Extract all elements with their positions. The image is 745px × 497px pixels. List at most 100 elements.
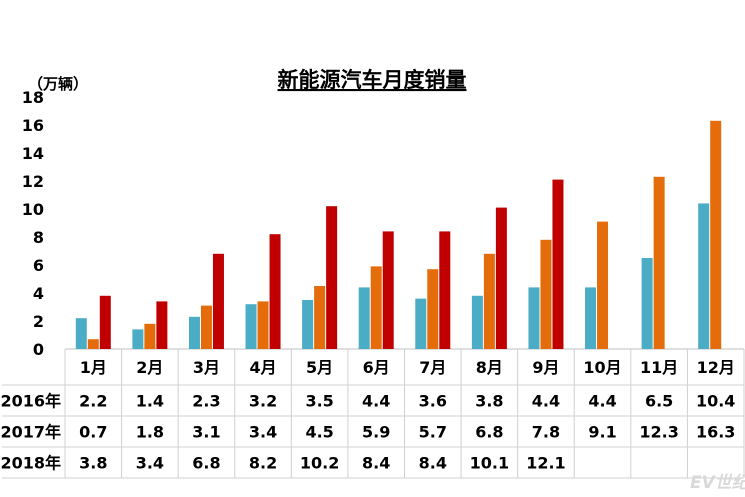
table-cell: 3.6 xyxy=(419,392,447,411)
table-cell: 3.8 xyxy=(79,454,107,473)
data-table-grid xyxy=(2,349,745,479)
table-cell: 1.8 xyxy=(136,423,164,442)
bar xyxy=(358,287,370,349)
table-cell: 9.1 xyxy=(588,423,616,442)
table-cell: 3.5 xyxy=(305,392,333,411)
bar xyxy=(75,318,87,349)
table-cell: 4.5 xyxy=(305,423,333,442)
x-category-label: 9月 xyxy=(532,358,559,377)
bar xyxy=(653,176,665,349)
table-cell: 4.4 xyxy=(588,392,616,411)
bar xyxy=(99,295,111,349)
table-cell: 6.5 xyxy=(645,392,673,411)
y-tick-label: 2 xyxy=(33,312,44,331)
y-tick-label: 18 xyxy=(22,88,44,107)
x-category-label: 6月 xyxy=(363,358,390,377)
table-cell: 12.1 xyxy=(526,454,565,473)
table-cell: 8.4 xyxy=(419,454,447,473)
y-tick-label: 4 xyxy=(33,284,44,303)
category-labels: 1月 2月 3月 4月 5月 6月 7月 8月 9月 10月 11月 12月 xyxy=(80,358,735,377)
bar xyxy=(188,316,200,349)
table-cell: 3.2 xyxy=(249,392,277,411)
bar xyxy=(552,179,564,349)
bar xyxy=(302,300,314,349)
y-tick-label: 12 xyxy=(22,172,44,191)
table-cell: 5.9 xyxy=(362,423,390,442)
table-cell: 8.2 xyxy=(249,454,277,473)
bar xyxy=(495,207,507,349)
x-category-label: 11月 xyxy=(640,358,678,377)
table-row-label: 2018年 xyxy=(0,454,61,473)
bar xyxy=(540,239,552,349)
bar xyxy=(269,234,281,349)
bar xyxy=(132,329,144,349)
y-tick-label: 16 xyxy=(22,116,44,135)
x-category-label: 1月 xyxy=(80,358,107,377)
bar xyxy=(87,339,99,349)
bar xyxy=(597,221,609,349)
bar xyxy=(641,258,653,349)
table-cell: 6.8 xyxy=(475,423,503,442)
data-table: 2016年 2.2 1.4 2.3 3.2 3.5 4.4 3.6 3.8 4.4 4.4 6.5 10… xyxy=(0,392,735,473)
chart-title: 新能源汽车月度销量 xyxy=(278,68,467,92)
bar xyxy=(382,231,394,349)
bar xyxy=(212,253,224,349)
table-cell: 0.7 xyxy=(79,423,107,442)
bar xyxy=(483,253,495,349)
x-category-label: 3月 xyxy=(193,358,220,377)
x-category-label: 2月 xyxy=(136,358,163,377)
bar xyxy=(471,295,483,349)
bar xyxy=(528,287,540,349)
table-cell: 4.4 xyxy=(532,392,560,411)
bar xyxy=(144,323,156,349)
table-row-label: 2016年 xyxy=(0,392,61,411)
table-cell: 1.4 xyxy=(136,392,164,411)
table-cell: 3.8 xyxy=(475,392,503,411)
y-tick-label: 14 xyxy=(22,144,44,163)
table-cell: 3.4 xyxy=(136,454,164,473)
x-category-label: 10月 xyxy=(583,358,621,377)
table-cell: 10.2 xyxy=(300,454,339,473)
y-tick-label: 6 xyxy=(33,256,44,275)
x-category-label: 7月 xyxy=(419,358,446,377)
bar xyxy=(245,304,257,349)
bar xyxy=(585,287,597,349)
bar xyxy=(200,305,212,349)
x-category-label: 4月 xyxy=(249,358,276,377)
table-cell: 2.2 xyxy=(79,392,107,411)
bar xyxy=(326,206,338,349)
table-cell: 12.3 xyxy=(639,423,678,442)
bar xyxy=(314,286,326,349)
bars xyxy=(75,120,722,349)
table-cell: 4.4 xyxy=(362,392,390,411)
table-cell: 3.1 xyxy=(192,423,220,442)
table-cell: 16.3 xyxy=(696,423,735,442)
y-tick-label: 0 xyxy=(33,340,44,359)
bar xyxy=(370,266,382,349)
y-axis-ticks: 0 2 4 6 8 10 12 14 16 18 xyxy=(22,88,44,359)
table-cell: 7.8 xyxy=(532,423,560,442)
bar xyxy=(698,203,710,349)
y-tick-label: 8 xyxy=(33,228,44,247)
table-row-label: 2017年 xyxy=(0,423,61,442)
table-cell: 3.4 xyxy=(249,423,277,442)
x-category-label: 8月 xyxy=(476,358,503,377)
bar xyxy=(257,301,269,349)
table-cell: 10.4 xyxy=(696,392,735,411)
table-cell: 2.3 xyxy=(192,392,220,411)
y-axis-unit-label: （万辆） xyxy=(28,75,88,93)
bar xyxy=(156,301,168,349)
bar xyxy=(710,120,722,349)
table-cell: 10.1 xyxy=(470,454,509,473)
bar xyxy=(427,269,439,349)
x-category-label: 5月 xyxy=(306,358,333,377)
x-category-label: 12月 xyxy=(697,358,735,377)
y-tick-label: 10 xyxy=(22,200,44,219)
bar xyxy=(439,231,451,349)
table-cell: 8.4 xyxy=(362,454,390,473)
bar xyxy=(415,298,427,349)
table-cell: 5.7 xyxy=(419,423,447,442)
watermark: EV世纪 xyxy=(690,473,745,493)
table-cell: 6.8 xyxy=(192,454,220,473)
